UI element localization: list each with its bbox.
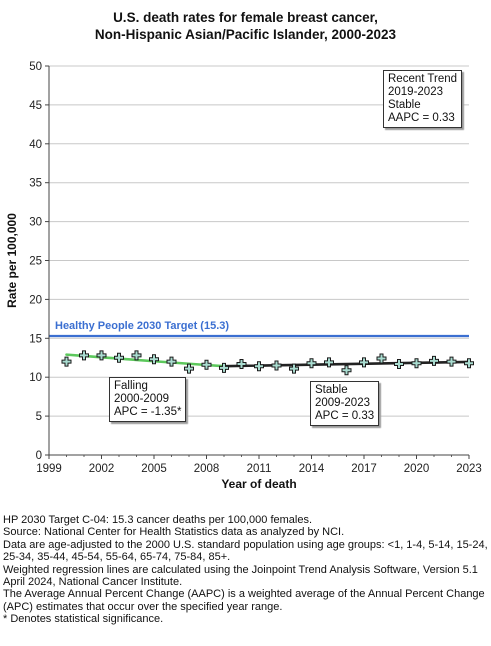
ytick-label-30: 30 [29, 217, 42, 229]
xtick-label-2020: 2020 [404, 463, 430, 475]
y-axis-title: Rate per 100,000 [5, 213, 19, 308]
xtick-label-2002: 2002 [89, 463, 115, 475]
data-point-2017 [359, 357, 369, 368]
recent-trend-line-4: AAPC = 0.33 [388, 112, 455, 124]
data-point-2006 [166, 356, 177, 367]
ytick-label-5: 5 [36, 411, 42, 423]
x-axis-title: Year of death [221, 477, 296, 491]
segment-box-stable: Stable 2009-2023 APC = 0.33 [310, 381, 380, 426]
recent-trend-line-1: Recent Trend [388, 73, 458, 85]
ytick-label-50: 50 [29, 61, 42, 73]
data-point-2020 [411, 358, 422, 369]
footnote-3: Data are age-adjusted to the 2000 U.S. s… [3, 538, 488, 564]
segment2-label: Stable [315, 384, 348, 396]
reference-line-group: Healthy People 2030 Target (15.3) [49, 320, 469, 338]
chart-title-line-2: Non-Hispanic Asian/Pacific Islander, 200… [94, 27, 397, 42]
segment2-apc: APC = 0.33 [315, 410, 375, 422]
data-point-2008 [201, 359, 212, 370]
chart-plot: Healthy People 2030 Target (15.3) 0 5 10 15… [5, 61, 482, 491]
data-point-2016 [341, 365, 352, 376]
data-point-2001 [79, 350, 89, 361]
segment1-apc: APC = -1.35* [114, 406, 182, 418]
observed-points [61, 350, 474, 376]
xtick-label-2005: 2005 [141, 463, 167, 475]
footnote-1: HP 2030 Target C-04: 15.3 cancer deaths … [3, 514, 313, 526]
data-point-2019 [394, 358, 404, 369]
footnotes: HP 2030 Target C-04: 15.3 cancer deaths … [3, 514, 489, 626]
data-point-2000 [61, 356, 72, 367]
xtick-label-2011: 2011 [247, 463, 272, 475]
xtick-label-2017: 2017 [351, 463, 377, 475]
recent-trend-line-2: 2019-2023 [388, 86, 443, 98]
ytick-label-0: 0 [36, 450, 42, 462]
segment1-label: Falling [114, 380, 148, 392]
ytick-label-10: 10 [29, 372, 42, 384]
footnote-2: Source: National Center for Health Stati… [3, 526, 345, 539]
data-point-2013 [289, 363, 299, 374]
recent-trend-box: Recent Trend 2019-2023 Stable AAPC = 0.3… [383, 70, 463, 128]
data-point-2014 [306, 358, 317, 369]
recent-trend-line-3: Stable [388, 99, 421, 111]
ytick-label-40: 40 [29, 139, 42, 151]
data-point-2015 [324, 357, 334, 368]
data-point-2004 [131, 350, 142, 361]
data-point-2007 [184, 363, 194, 374]
ytick-label-15: 15 [29, 333, 42, 345]
hp2030-target-label: Healthy People 2030 Target (15.3) [55, 320, 229, 332]
footnote-6: * Denotes statistical significance. [3, 613, 164, 626]
segment1-period: 2000-2009 [114, 393, 169, 405]
data-point-2003 [114, 352, 124, 363]
xtick-label-1999: 1999 [36, 463, 62, 475]
data-point-2018 [376, 353, 387, 364]
chart-title: U.S. death rates for female breast cance… [0, 9, 491, 43]
ytick-label-25: 25 [29, 256, 42, 268]
trend-line-1 [65, 353, 226, 368]
footnote-4: Weighted regression lines are calculated… [3, 563, 478, 589]
data-point-2002 [96, 350, 107, 361]
tick-labels: 0 5 10 15 20 25 30 35 40 45 50 1999 2002 2005 2008 2011… [29, 61, 482, 475]
ytick-label-35: 35 [29, 178, 42, 190]
xtick-label-2014: 2014 [299, 463, 325, 475]
data-point-2012 [271, 360, 282, 371]
segment2-period: 2009-2023 [315, 397, 370, 409]
xtick-label-2023: 2023 [456, 463, 482, 475]
axes [45, 65, 470, 459]
data-point-2011 [254, 361, 264, 372]
data-point-2009 [219, 362, 229, 373]
trend-line-2 [222, 360, 471, 368]
chart-title-line-1: U.S. death rates for female breast cance… [113, 10, 378, 25]
segment-box-falling: Falling 2000-2009 APC = -1.35* [109, 377, 187, 422]
data-point-2022 [446, 356, 457, 367]
data-point-2021 [429, 355, 439, 366]
trend-lines [65, 353, 471, 368]
data-point-2005 [149, 354, 159, 365]
ytick-label-20: 20 [29, 294, 42, 306]
ytick-label-45: 45 [29, 100, 42, 112]
xtick-label-2008: 2008 [194, 463, 220, 475]
data-point-2023 [464, 358, 474, 369]
footnote-5: The Average Annual Percent Change (AAPC)… [3, 588, 485, 613]
data-point-2010 [236, 358, 247, 369]
